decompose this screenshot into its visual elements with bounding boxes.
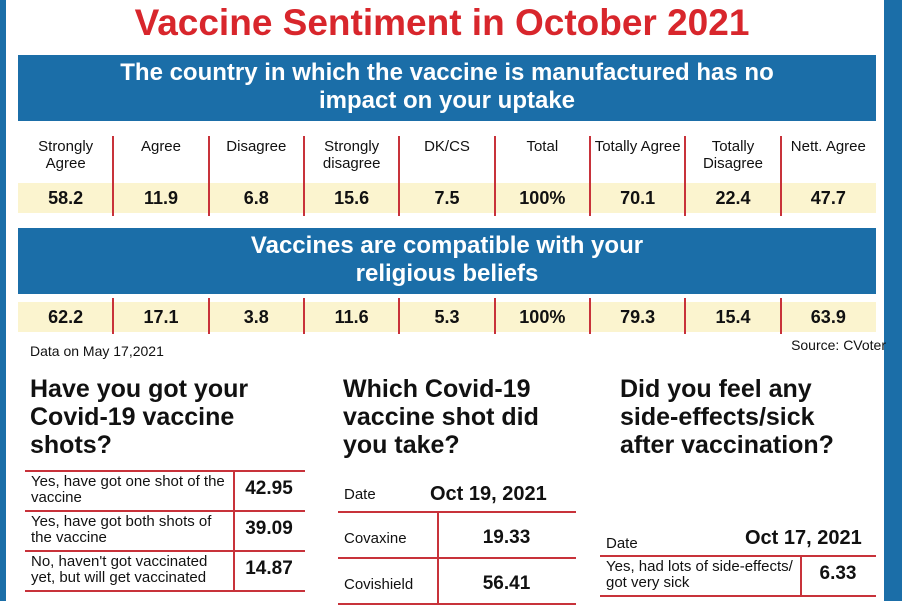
question: you take?: [343, 431, 460, 459]
column-header: Strongly Agree: [38, 138, 94, 172]
question: Covid-19 vaccine: [30, 403, 235, 431]
row-value: 14.87: [245, 558, 293, 579]
divider: [437, 511, 439, 557]
frame: [884, 0, 902, 601]
divider: [398, 298, 401, 334]
value-cell: 11.6: [334, 307, 369, 327]
divider: [493, 298, 496, 334]
value-cell: 100%: [519, 307, 566, 327]
statement-banner: Vaccines are compatible with your religio…: [18, 228, 876, 294]
divider: [233, 510, 235, 550]
row-value: 6.33: [819, 563, 857, 584]
rule: [25, 510, 305, 512]
question: Have you got your: [30, 375, 249, 403]
row-value: 42.95: [245, 478, 293, 499]
divider: [684, 136, 687, 216]
question: Which Covid-19: [343, 375, 531, 403]
column-header: Total: [526, 138, 559, 155]
value-cell: 3.8: [243, 307, 269, 327]
question: side-effects/sick: [620, 403, 815, 431]
row-label: No, haven't got vaccinated yet, but will…: [31, 553, 208, 586]
rule: [25, 550, 305, 552]
divider: [112, 136, 115, 216]
rule: [600, 555, 876, 557]
value-cell: 5.3: [434, 307, 460, 327]
divider: [493, 136, 496, 216]
divider: [207, 136, 210, 216]
rule: [25, 590, 305, 592]
question: vaccine shot did: [343, 403, 539, 431]
question: after vaccination?: [620, 431, 834, 459]
column-header: Strongly disagree: [322, 138, 381, 172]
value-cell: 15.6: [334, 188, 370, 208]
divider: [112, 298, 115, 334]
divider: [303, 136, 305, 216]
value-cell: 22.4: [715, 188, 751, 208]
divider: [207, 298, 210, 334]
value-row: [18, 302, 876, 332]
value-row: [18, 183, 876, 213]
frame: [0, 0, 6, 601]
rule: [25, 470, 305, 472]
divider: [437, 557, 439, 603]
column-header: Nett. Agree: [790, 138, 866, 155]
divider: [303, 298, 305, 334]
question: Did you feel any: [620, 375, 812, 403]
statement-line: impact on your uptake: [318, 87, 576, 114]
divider: [589, 298, 591, 334]
rule: [600, 595, 876, 597]
row-label: Yes, had lots of side-effects/ got very …: [606, 558, 793, 591]
value-cell: 100%: [519, 188, 566, 208]
value-cell: 63.9: [810, 307, 846, 327]
rule: [338, 557, 576, 559]
row-label: Covaxine: [344, 530, 407, 547]
rule: [338, 511, 576, 513]
value-cell: 7.5: [434, 188, 460, 208]
value-cell: 79.3: [620, 307, 656, 327]
question: shots?: [30, 431, 112, 459]
column-header: Totally Disagree: [702, 138, 763, 172]
date-label: Date: [606, 535, 638, 552]
statement-line: Vaccines are compatible with your: [250, 232, 644, 259]
source: Source: CVoter: [791, 337, 886, 353]
column-header: Disagree: [226, 138, 287, 155]
note: Data on May 17,2021: [30, 343, 164, 359]
divider: [779, 298, 782, 334]
column-header: DK/CS: [424, 138, 470, 155]
divider: [398, 136, 401, 216]
date: Oct 19, 2021: [430, 483, 547, 505]
column-header: Agree: [140, 138, 181, 155]
value-cell: 15.4: [715, 307, 751, 327]
row-label: Yes, have got one shot of the vaccine: [31, 473, 225, 506]
title: Vaccine Sentiment in October 2021: [134, 2, 750, 43]
date: Oct 17, 2021: [745, 527, 862, 549]
column-header: Totally Agree: [594, 138, 681, 155]
divider: [589, 136, 591, 216]
date-label: Date: [344, 486, 376, 503]
row-value: 39.09: [245, 518, 293, 539]
value-cell: 47.7: [810, 188, 846, 208]
divider: [233, 470, 235, 510]
statement-line: The country in which the vaccine is manu…: [120, 59, 774, 86]
divider: [233, 550, 235, 590]
divider: [779, 136, 782, 216]
statement-banner: The country in which the vaccine is manu…: [18, 55, 876, 121]
statement-line: religious beliefs: [355, 260, 539, 287]
row-label: Covishield: [344, 576, 414, 593]
row-value: 56.41: [482, 573, 531, 594]
value-cell: 62.2: [48, 307, 84, 327]
value-cell: 58.2: [48, 188, 84, 208]
row-label: Yes, have got both shots of the vaccine: [31, 513, 212, 546]
value-cell: 11.9: [143, 188, 179, 208]
divider: [800, 555, 802, 595]
value-cell: 70.1: [620, 188, 656, 208]
value-cell: 6.8: [243, 188, 269, 208]
divider: [684, 298, 687, 334]
row-value: 19.33: [482, 527, 531, 548]
value-cell: 17.1: [143, 307, 179, 327]
